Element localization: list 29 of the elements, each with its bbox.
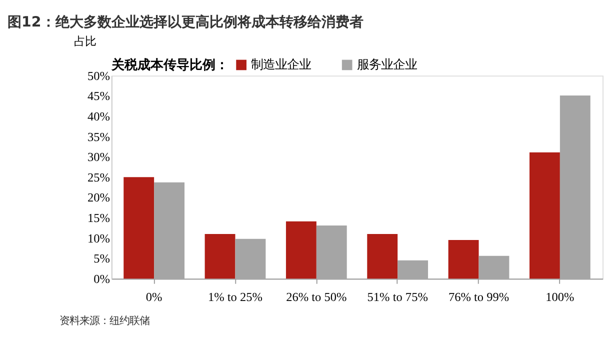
legend-label: 服务业企业 xyxy=(357,58,417,72)
y-tick-label: 5% xyxy=(94,252,110,266)
legend-label: 制造业企业 xyxy=(251,58,312,72)
y-tick-label: 15% xyxy=(88,210,110,225)
x-tick-label: 51% to 75% xyxy=(367,290,428,304)
legend-title: 关税成本传导比例： xyxy=(110,56,228,73)
bar xyxy=(286,221,316,279)
y-tick-label: 50% xyxy=(88,68,110,83)
x-tick-label: 0% xyxy=(146,290,162,304)
y-tick-label: 40% xyxy=(88,109,110,124)
y-axis-title: 占比 xyxy=(74,34,96,48)
y-tick-label: 0% xyxy=(94,272,110,286)
bar xyxy=(124,177,154,279)
text: 资料来源：纽约联储 xyxy=(60,314,150,327)
x-tick-label: 1% to 25% xyxy=(208,290,262,304)
bar xyxy=(448,240,479,279)
x-tick-label: 26% to 50% xyxy=(286,290,347,304)
y-tick-label: 25% xyxy=(88,170,110,184)
bar xyxy=(530,152,560,279)
x-tick-label: 76% to 99% xyxy=(448,290,510,304)
y-tick-label: 10% xyxy=(88,231,110,246)
bar xyxy=(367,234,398,279)
y-tick-label: 30% xyxy=(88,150,110,164)
bar xyxy=(204,234,236,279)
y-tick-label: 20% xyxy=(88,190,110,205)
x-tick-label: 100% xyxy=(546,290,574,304)
y-tick-label: 35% xyxy=(88,130,110,144)
y-tick-label: 45% xyxy=(88,89,110,104)
chart-title: 图12：绝大多数企业选择以更高比例将成本转移给消费者 xyxy=(8,13,364,30)
